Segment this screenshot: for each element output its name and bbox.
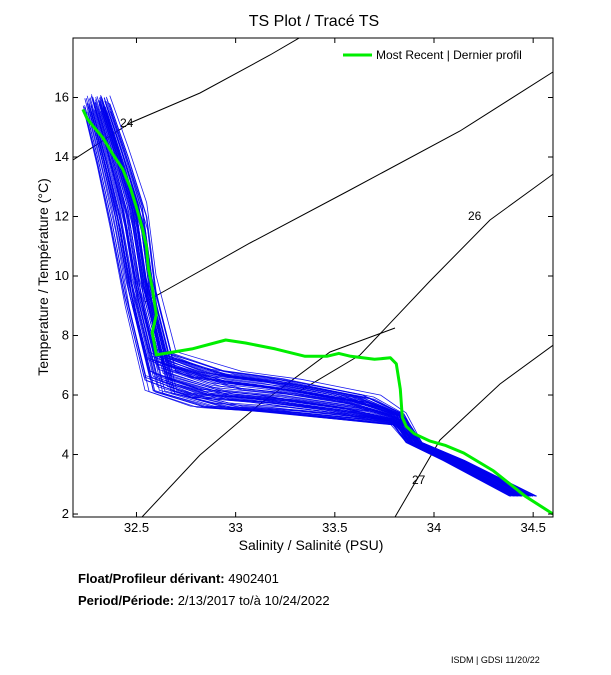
historical-profile bbox=[106, 111, 534, 497]
isopycnal-line bbox=[394, 344, 553, 517]
isopycnal-label: 24 bbox=[120, 116, 134, 130]
float-id: 4902401 bbox=[228, 571, 279, 586]
historical-profile bbox=[99, 97, 527, 497]
x-tick-label: 33 bbox=[228, 520, 242, 535]
x-tick-label: 34.5 bbox=[521, 520, 546, 535]
float-label: Float/Profileur dérivant: bbox=[78, 571, 225, 586]
historical-profile bbox=[102, 109, 530, 497]
x-tick-label: 32.5 bbox=[124, 520, 149, 535]
historical-profile bbox=[99, 96, 527, 497]
most-recent-profile bbox=[81, 108, 553, 516]
x-tick-label: 33.5 bbox=[322, 520, 347, 535]
y-tick-label: 2 bbox=[62, 506, 69, 521]
isopycnal-line bbox=[144, 71, 553, 303]
historical-profile bbox=[100, 111, 528, 497]
chart-title: TS Plot / Tracé TS bbox=[249, 13, 379, 30]
float-info: Float/Profileur dérivant: 4902401 bbox=[78, 571, 279, 586]
historical-profile bbox=[105, 112, 533, 497]
historical-profile bbox=[95, 96, 523, 497]
period-end: 10/24/2022 bbox=[264, 593, 330, 608]
historical-profile bbox=[109, 103, 537, 497]
historical-profile bbox=[106, 105, 534, 497]
y-tick-label: 4 bbox=[62, 447, 69, 462]
historical-profile bbox=[101, 99, 529, 497]
y-tick-label: 8 bbox=[62, 328, 69, 343]
historical-profile bbox=[108, 112, 536, 497]
legend-box bbox=[338, 45, 550, 65]
period-to: to/à bbox=[239, 593, 261, 608]
x-axis-label: Salinity / Salinité (PSU) bbox=[239, 537, 384, 553]
historical-profile bbox=[101, 97, 529, 497]
historical-profile bbox=[102, 105, 530, 497]
historical-profile bbox=[99, 100, 527, 497]
period-info: Period/Période: 2/13/2017 to/à 10/24/202… bbox=[78, 593, 330, 608]
historical-profile bbox=[106, 101, 534, 497]
plot-frame bbox=[72, 37, 554, 518]
historical-profile bbox=[100, 103, 528, 497]
historical-profile bbox=[96, 96, 524, 497]
historical-profile bbox=[102, 106, 530, 497]
isopycnal-label: 26 bbox=[468, 209, 482, 223]
historical-profile bbox=[103, 97, 531, 497]
historical-profile bbox=[105, 96, 533, 497]
historical-profile bbox=[104, 100, 532, 497]
historical-profile bbox=[110, 111, 538, 497]
historical-profile bbox=[84, 98, 512, 497]
y-tick-label: 14 bbox=[55, 149, 69, 164]
historical-profile bbox=[87, 111, 515, 497]
historical-profile bbox=[82, 105, 510, 497]
historical-profile bbox=[109, 95, 537, 497]
legend-label: Most Recent | Dernier profil bbox=[376, 48, 522, 62]
period-start: 2/13/2017 bbox=[177, 593, 236, 608]
historical-profile bbox=[104, 106, 532, 497]
historical-profile bbox=[98, 104, 526, 497]
isopycnal-line bbox=[141, 327, 396, 517]
y-tick-label: 16 bbox=[55, 90, 69, 105]
y-axis-label: Temperature / Température (°C) bbox=[35, 178, 51, 376]
historical-profile bbox=[103, 97, 531, 497]
historical-profile bbox=[98, 102, 526, 497]
isopycnal-line bbox=[297, 173, 553, 393]
historical-profile bbox=[108, 111, 536, 497]
x-tick-label: 34 bbox=[427, 520, 441, 535]
period-label: Period/Période: bbox=[78, 593, 175, 608]
historical-profile bbox=[101, 99, 529, 497]
y-tick-label: 6 bbox=[62, 387, 69, 402]
historical-profile bbox=[95, 99, 522, 497]
historical-profile bbox=[94, 102, 522, 497]
credit-footer: ISDM | GDSI 11/20/22 bbox=[451, 655, 540, 665]
historical-profile bbox=[102, 108, 530, 497]
y-tick-label: 10 bbox=[55, 268, 69, 283]
historical-profile bbox=[106, 98, 534, 497]
historical-profile bbox=[109, 102, 536, 497]
y-tick-label: 12 bbox=[55, 209, 69, 224]
historical-profile bbox=[98, 112, 526, 497]
historical-profile bbox=[94, 101, 522, 497]
historical-profile bbox=[100, 95, 528, 497]
historical-profile bbox=[99, 100, 527, 497]
historical-profile bbox=[95, 110, 523, 497]
historical-profile bbox=[100, 95, 528, 497]
historical-profile bbox=[98, 100, 526, 497]
historical-profile bbox=[103, 107, 531, 497]
historical-profile bbox=[97, 107, 525, 497]
historical-profile bbox=[93, 105, 521, 497]
isopycnal-label: 27 bbox=[412, 473, 426, 487]
